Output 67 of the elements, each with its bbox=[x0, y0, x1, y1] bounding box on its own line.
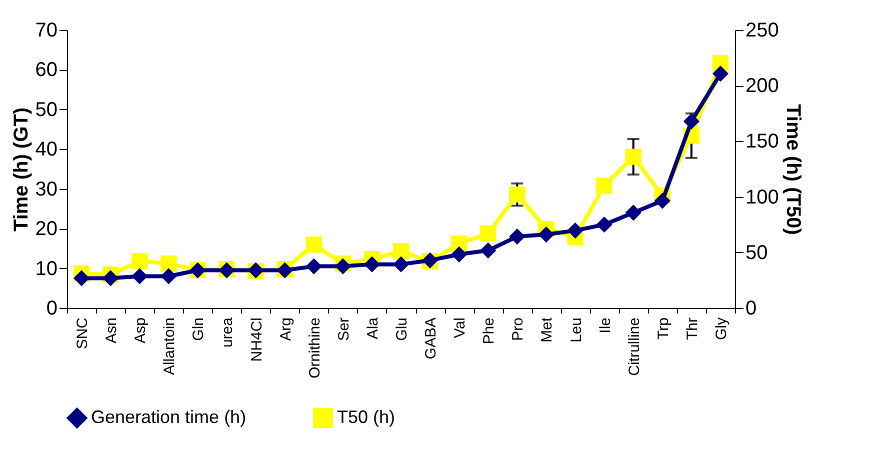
point bbox=[480, 242, 496, 258]
x-tick-label: GABA bbox=[422, 318, 440, 360]
x-tick-label: Ser bbox=[335, 317, 352, 341]
x-tick-label: NH4Cl bbox=[248, 318, 266, 362]
x-tick-label: Met bbox=[538, 316, 556, 343]
point bbox=[451, 246, 468, 262]
point bbox=[509, 186, 526, 203]
point bbox=[73, 270, 90, 286]
point bbox=[683, 113, 700, 130]
point bbox=[132, 268, 148, 284]
point bbox=[160, 255, 177, 272]
y2-tick-label: 0 bbox=[746, 298, 757, 320]
y-tick-label: 40 bbox=[35, 138, 58, 161]
point bbox=[625, 204, 642, 221]
point bbox=[538, 226, 554, 243]
point bbox=[596, 216, 612, 233]
x-tick-label: Trp bbox=[654, 318, 672, 340]
y2-tick-label: 150 bbox=[746, 130, 779, 153]
y-tick-label: 60 bbox=[35, 59, 58, 82]
point bbox=[509, 228, 526, 245]
x-tick-label: Arg bbox=[277, 318, 294, 341]
y2-tick-label: 50 bbox=[746, 242, 768, 264]
point bbox=[392, 256, 410, 272]
point bbox=[625, 148, 642, 165]
y-tick-label: 50 bbox=[35, 98, 58, 121]
x-tick-label: urea bbox=[219, 316, 236, 348]
y2-axis-title: Time (h) (T50) bbox=[782, 104, 804, 235]
x-tick-label: Phe bbox=[480, 318, 498, 344]
y-tick-label: 20 bbox=[35, 218, 58, 240]
point bbox=[567, 222, 584, 239]
y-tick-label: 30 bbox=[35, 178, 58, 200]
y-tick-label: 70 bbox=[35, 20, 58, 42]
x-tick-label: Gln bbox=[190, 318, 208, 341]
y2-tick-label: 200 bbox=[746, 75, 779, 98]
point bbox=[712, 66, 729, 82]
x-tick-label: Asp bbox=[132, 318, 150, 344]
x-tick-label: Gly bbox=[712, 317, 730, 340]
point bbox=[364, 256, 380, 272]
x-tick-label: Glu bbox=[394, 318, 410, 341]
x-tick-label: Leu bbox=[568, 318, 585, 343]
y-axis-title: Time (h) (GT) bbox=[10, 107, 32, 232]
x-tick-label: Citrulline bbox=[626, 318, 643, 376]
x-tick-label: Ile bbox=[596, 318, 614, 334]
x-tick-label: SNC bbox=[74, 317, 92, 350]
point bbox=[306, 236, 322, 253]
point bbox=[306, 258, 322, 274]
point bbox=[392, 243, 410, 260]
y-tick-label: 0 bbox=[46, 298, 58, 320]
point bbox=[480, 225, 496, 242]
point bbox=[160, 268, 177, 284]
x-tick-label: Ala bbox=[364, 316, 382, 340]
legend-label: T50 (h) bbox=[337, 407, 396, 428]
point bbox=[334, 258, 351, 274]
x-tick-label: Pro bbox=[510, 318, 527, 341]
point bbox=[132, 253, 148, 270]
x-tick-label: Asn bbox=[103, 318, 120, 344]
legend-label: Generation time (h) bbox=[91, 407, 246, 428]
y2-tick-label: 250 bbox=[746, 20, 779, 42]
x-tick-label: Ornithine bbox=[306, 318, 324, 378]
x-tick-label: Val bbox=[452, 318, 469, 338]
y2-tick-label: 100 bbox=[746, 186, 779, 208]
point bbox=[596, 178, 612, 194]
x-tick-label: Thr bbox=[684, 317, 701, 340]
point bbox=[654, 192, 670, 209]
y-tick-label: 10 bbox=[35, 258, 58, 280]
x-tick-label: Allantoin bbox=[161, 318, 178, 376]
point bbox=[102, 270, 119, 286]
